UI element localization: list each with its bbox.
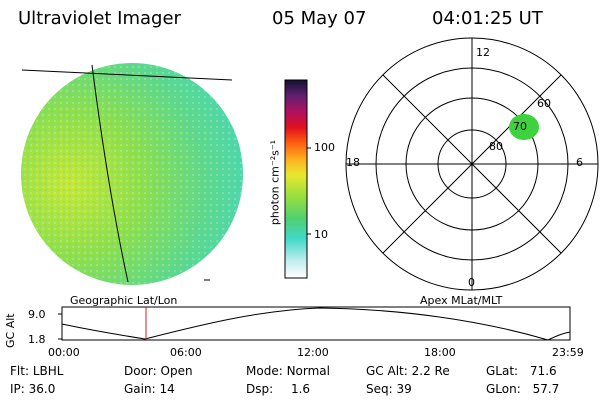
xtick-1200: 12:00 [297, 346, 329, 359]
xtick-0600: 06:00 [170, 346, 202, 359]
colorbar-bar [284, 79, 308, 279]
info-glat-label: GLat: [486, 364, 519, 378]
info-seq-value: 39 [396, 382, 412, 396]
info-gcalt-value: 2.2 Re [411, 364, 450, 378]
xtick-1800: 18:00 [424, 346, 456, 359]
altitude-ylabel: GC Alt [4, 313, 17, 348]
info-gain-value: 14 [159, 382, 175, 396]
apex-label: Apex MLat/MLT [420, 294, 503, 307]
info-door: Door: Open [124, 364, 193, 378]
info-glon: GLon: 57.7 [486, 382, 559, 396]
info-glat: GLat: 71.6 [486, 364, 557, 378]
polar-ring-outer [345, 37, 599, 291]
info-ip-label: IP: [10, 382, 25, 396]
info-ip: IP: 36.0 [10, 382, 55, 396]
info-glon-label: GLon: [486, 382, 521, 396]
info-mode-value: Normal [286, 364, 330, 378]
lat-label-60: 60 [537, 97, 551, 110]
info-glat-value: 71.6 [529, 364, 557, 378]
info-seq: Seq: 39 [366, 382, 412, 396]
xtick-0000: 00:00 [48, 346, 80, 359]
colorbar-tick-100: 100 [314, 141, 335, 154]
info-dsp-label: Dsp: [246, 382, 274, 396]
info-gain-label: Gain: [124, 382, 156, 396]
info-dsp: Dsp: 1.6 [246, 382, 310, 396]
lat-label-80: 80 [489, 140, 503, 153]
info-glon-value: 57.7 [532, 382, 560, 396]
info-gcalt-label: GC Alt: [366, 364, 408, 378]
altitude-ytick-high: 9.0 [28, 308, 46, 321]
info-flt-label: Flt: [10, 364, 29, 378]
altitude-curve [61, 307, 571, 341]
colorbar-tick-10: 10 [314, 228, 328, 241]
polar-ring-70 [405, 97, 539, 231]
info-dsp-value: 1.6 [290, 382, 311, 396]
instrument-title: Ultraviolet Imager [18, 8, 181, 29]
info-ip-value: 36.0 [28, 382, 56, 396]
info-flt: Flt: LBHL [10, 364, 63, 378]
info-gain: Gain: 14 [124, 382, 175, 396]
mlt-label-12: 12 [476, 46, 490, 59]
colorbar-label: photon cm⁻²s⁻¹ [268, 139, 282, 226]
date-label: 05 May 07 [272, 8, 367, 29]
info-mode-label: Mode: [246, 364, 283, 378]
info-flt-value: LBHL [32, 364, 64, 378]
info-gcalt: GC Alt: 2.2 Re [366, 364, 450, 378]
lat-label-70: 70 [513, 120, 527, 133]
earth-disk [21, 63, 243, 285]
info-door-label: Door: [124, 364, 157, 378]
altitude-frame [61, 306, 571, 341]
meridian-line [91, 64, 129, 283]
altitude-ytick-low: 1.8 [28, 333, 46, 346]
geographic-label: Geographic Lat/Lon [70, 294, 178, 307]
mlt-label-0: 0 [468, 276, 475, 289]
mlt-label-6: 6 [576, 156, 583, 169]
info-mode: Mode: Normal [246, 364, 330, 378]
time-label: 04:01:25 UT [432, 8, 543, 29]
mlt-label-18: 18 [346, 156, 360, 169]
info-seq-label: Seq: [366, 382, 393, 396]
terminator-line [21, 69, 233, 81]
xtick-2359: 23:59 [552, 346, 584, 359]
info-door-value: Open [160, 364, 193, 378]
